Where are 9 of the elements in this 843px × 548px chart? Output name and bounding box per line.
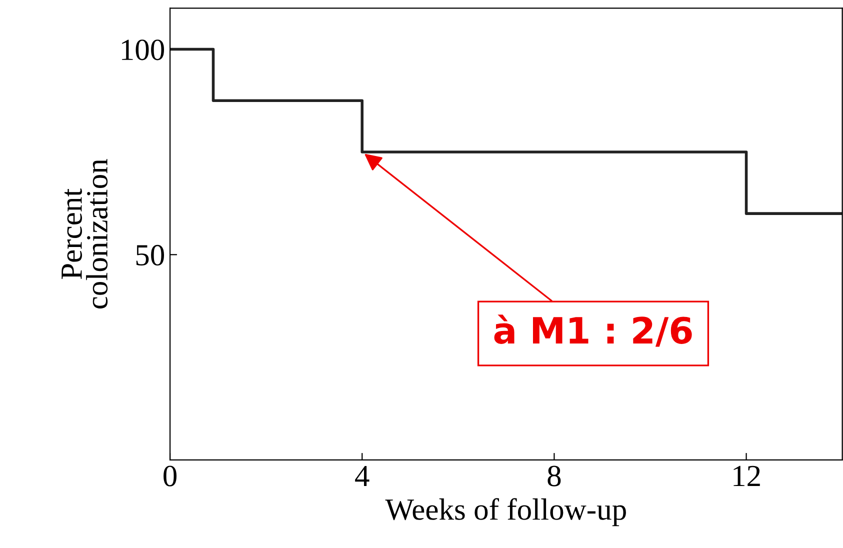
x-tick-label: 12 bbox=[734, 466, 760, 486]
x-tick-label: 4 bbox=[355, 466, 370, 486]
y-tick-label: 100 bbox=[122, 40, 164, 60]
y-tick-label: 50 bbox=[136, 244, 164, 266]
x-axis-title: Weeks of follow-up bbox=[385, 498, 626, 526]
annotation: à M1 : 2/6 bbox=[494, 314, 692, 347]
x-tick-label: 0 bbox=[164, 466, 177, 486]
x-tick-label: 8 bbox=[548, 466, 561, 486]
y-axis-title: Percent colonization bbox=[62, 159, 108, 308]
